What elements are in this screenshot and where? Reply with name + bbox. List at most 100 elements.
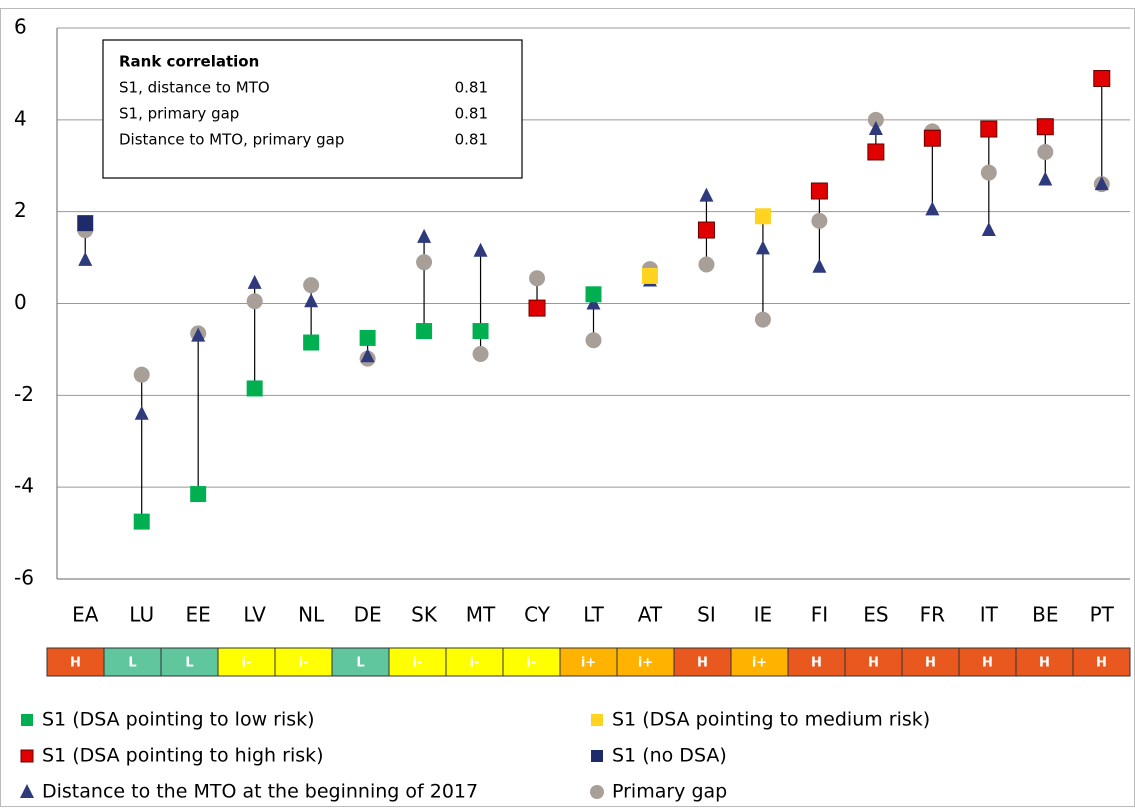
triangle-marker (755, 240, 770, 255)
legend-marker (591, 714, 603, 726)
x-tick-label: SI (697, 603, 716, 627)
legend-marker (591, 750, 603, 762)
circle-marker (303, 277, 320, 294)
square-marker (133, 513, 150, 530)
x-tick-label: CY (524, 603, 551, 627)
y-tick-label: -6 (14, 566, 34, 590)
legend-marker (20, 784, 34, 798)
square-marker (77, 215, 94, 232)
risk-label: H (697, 656, 708, 671)
y-tick-label: 2 (14, 198, 27, 222)
legend-label: Distance to the MTO at the beginning of … (42, 781, 478, 803)
circle-marker (472, 346, 489, 363)
square-marker (697, 221, 715, 239)
triangle-marker (417, 228, 432, 243)
triangle-marker (981, 222, 996, 237)
risk-label: H (811, 656, 822, 671)
risk-label: H (70, 656, 81, 671)
x-tick-label: LT (583, 603, 604, 627)
legend-marker (21, 714, 33, 726)
x-tick-label: EE (186, 603, 211, 627)
risk-cell (844, 647, 903, 677)
legend-label: S1 (DSA pointing to low risk) (42, 709, 315, 731)
risk-cell (673, 647, 732, 677)
circle-marker (1037, 143, 1054, 160)
circle-marker (754, 311, 771, 328)
square-marker (1093, 70, 1111, 88)
square-marker (810, 182, 828, 200)
risk-label: i- (242, 656, 252, 671)
risk-label: i+ (752, 656, 767, 671)
triangle-marker (699, 187, 714, 202)
y-tick-label: 4 (14, 106, 27, 130)
x-tick-label: DE (354, 603, 382, 627)
triangle-marker (1094, 176, 1109, 191)
square-marker (416, 323, 433, 340)
x-tick-label: ES (863, 603, 888, 627)
circle-marker (811, 212, 828, 229)
x-tick-label: BE (1032, 603, 1058, 627)
risk-cell (445, 647, 504, 677)
inset-value: 0.81 (455, 105, 488, 123)
risk-label: i- (413, 656, 423, 671)
triangle-marker (191, 327, 206, 342)
square-marker (923, 129, 941, 147)
risk-cell (787, 647, 846, 677)
square-marker (528, 299, 546, 317)
triangle-marker (868, 121, 883, 136)
square-marker (641, 267, 658, 284)
inset-title: Rank correlation (119, 53, 259, 71)
circle-marker (585, 332, 602, 349)
circle-marker (980, 164, 997, 181)
risk-label: H (925, 656, 936, 671)
y-tick-label: -4 (14, 474, 34, 498)
inset-value: 0.81 (455, 79, 488, 97)
x-tick-label: SK (411, 603, 438, 627)
circle-marker (246, 293, 263, 310)
square-marker (867, 143, 885, 161)
risk-label: i- (470, 656, 480, 671)
x-tick-label: EA (72, 603, 99, 627)
x-tick-label: AT (638, 603, 663, 627)
square-marker (754, 208, 771, 225)
circle-marker (529, 270, 546, 287)
risk-label: H (1096, 656, 1107, 671)
inset-label: S1, distance to MTO (119, 79, 270, 97)
triangle-marker (925, 201, 940, 216)
triangle-marker (78, 251, 93, 266)
risk-label: L (185, 656, 193, 671)
x-tick-label: FR (920, 603, 946, 627)
x-tick-label: NL (298, 603, 325, 627)
risk-cell (1072, 647, 1131, 677)
circle-marker (867, 111, 884, 128)
triangle-marker (586, 295, 601, 310)
risk-cell (559, 647, 618, 677)
triangle-marker (812, 258, 827, 273)
x-tick-label: FI (811, 603, 828, 627)
square-marker (472, 323, 489, 340)
y-tick-label: -2 (14, 382, 34, 406)
inset-value: 0.81 (455, 131, 488, 149)
y-tick-label: 0 (14, 290, 27, 314)
risk-label: H (982, 656, 993, 671)
risk-cell (331, 647, 390, 677)
inset-label: S1, primary gap (119, 105, 239, 123)
square-marker (585, 286, 602, 303)
legend-marker (20, 749, 34, 763)
y-tick-label: 6 (14, 15, 27, 39)
x-tick-label: LU (129, 603, 154, 627)
square-marker (303, 334, 320, 351)
legend-label: Primary gap (612, 781, 727, 803)
triangle-marker (473, 242, 488, 257)
triangle-marker (1038, 171, 1053, 186)
inset-box (102, 39, 523, 179)
circle-marker (698, 256, 715, 273)
risk-label: i- (527, 656, 537, 671)
square-marker (980, 120, 998, 138)
risk-cell (958, 647, 1017, 677)
x-tick-label: MT (466, 603, 496, 627)
circle-marker (133, 366, 150, 383)
x-tick-label: IT (980, 603, 999, 627)
risk-label: i- (299, 656, 309, 671)
